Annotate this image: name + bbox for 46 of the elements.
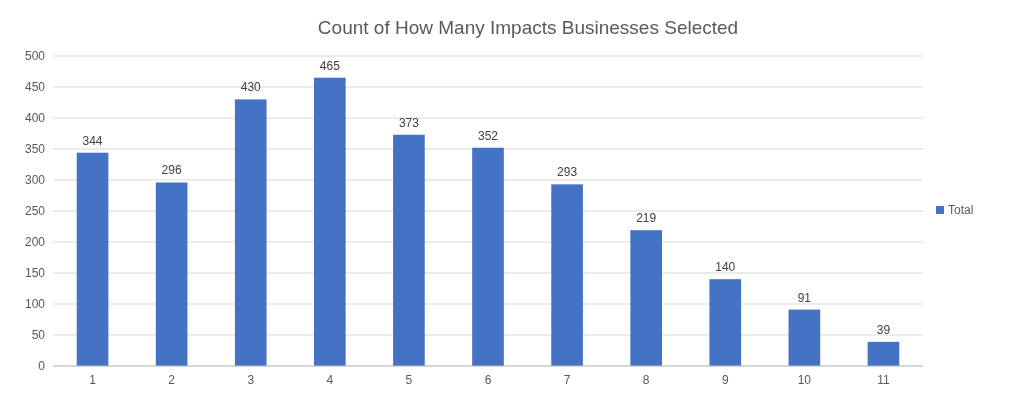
data-label: 373 xyxy=(398,115,420,130)
y-tick-label: 200 xyxy=(24,235,46,250)
bar xyxy=(76,152,109,366)
x-tick-label: 4 xyxy=(326,373,334,387)
bar xyxy=(630,230,662,366)
y-tick-label: 450 xyxy=(24,80,46,95)
bar xyxy=(551,184,583,366)
bar xyxy=(155,182,188,366)
data-label: 91 xyxy=(797,290,812,305)
y-tick-label: 350 xyxy=(24,142,46,157)
y-tick-label: 300 xyxy=(24,173,46,188)
data-label: 140 xyxy=(715,260,736,275)
x-tick-label: 6 xyxy=(484,373,492,387)
x-tick-label: 2 xyxy=(168,373,176,387)
bar xyxy=(867,341,900,366)
data-label: 352 xyxy=(477,128,499,143)
x-tick-label: 5 xyxy=(405,373,413,387)
y-tick-label: 50 xyxy=(31,328,46,343)
bar xyxy=(393,134,425,366)
chart-title: Count of How Many Impacts Businesses Selected xyxy=(317,17,739,38)
y-tick-label: 100 xyxy=(24,297,46,312)
data-label: 465 xyxy=(319,58,341,73)
x-tick-label: 1 xyxy=(89,373,97,387)
x-tick-label: 10 xyxy=(797,373,812,387)
legend-label: Total xyxy=(948,203,974,218)
x-tick-label: 7 xyxy=(563,373,571,387)
bar xyxy=(472,147,504,366)
bar xyxy=(314,77,346,366)
data-label: 39 xyxy=(876,322,891,337)
data-label: 430 xyxy=(240,80,262,95)
y-tick-label: 150 xyxy=(24,266,46,281)
data-label: 293 xyxy=(557,165,578,180)
y-tick-label: 400 xyxy=(24,111,46,126)
data-label: 344 xyxy=(82,133,103,148)
x-tick-label: 11 xyxy=(877,373,890,387)
x-tick-label: 3 xyxy=(247,373,255,387)
x-tick-label: 9 xyxy=(721,373,729,387)
bar xyxy=(709,279,742,366)
y-tick-label: 500 xyxy=(24,49,46,64)
data-label: 296 xyxy=(161,163,182,178)
bar xyxy=(788,309,821,366)
bar xyxy=(234,99,267,366)
y-tick-label: 250 xyxy=(24,204,46,219)
data-label: 219 xyxy=(636,211,657,226)
x-tick-label: 8 xyxy=(642,373,650,387)
y-tick-label: 0 xyxy=(38,359,46,374)
